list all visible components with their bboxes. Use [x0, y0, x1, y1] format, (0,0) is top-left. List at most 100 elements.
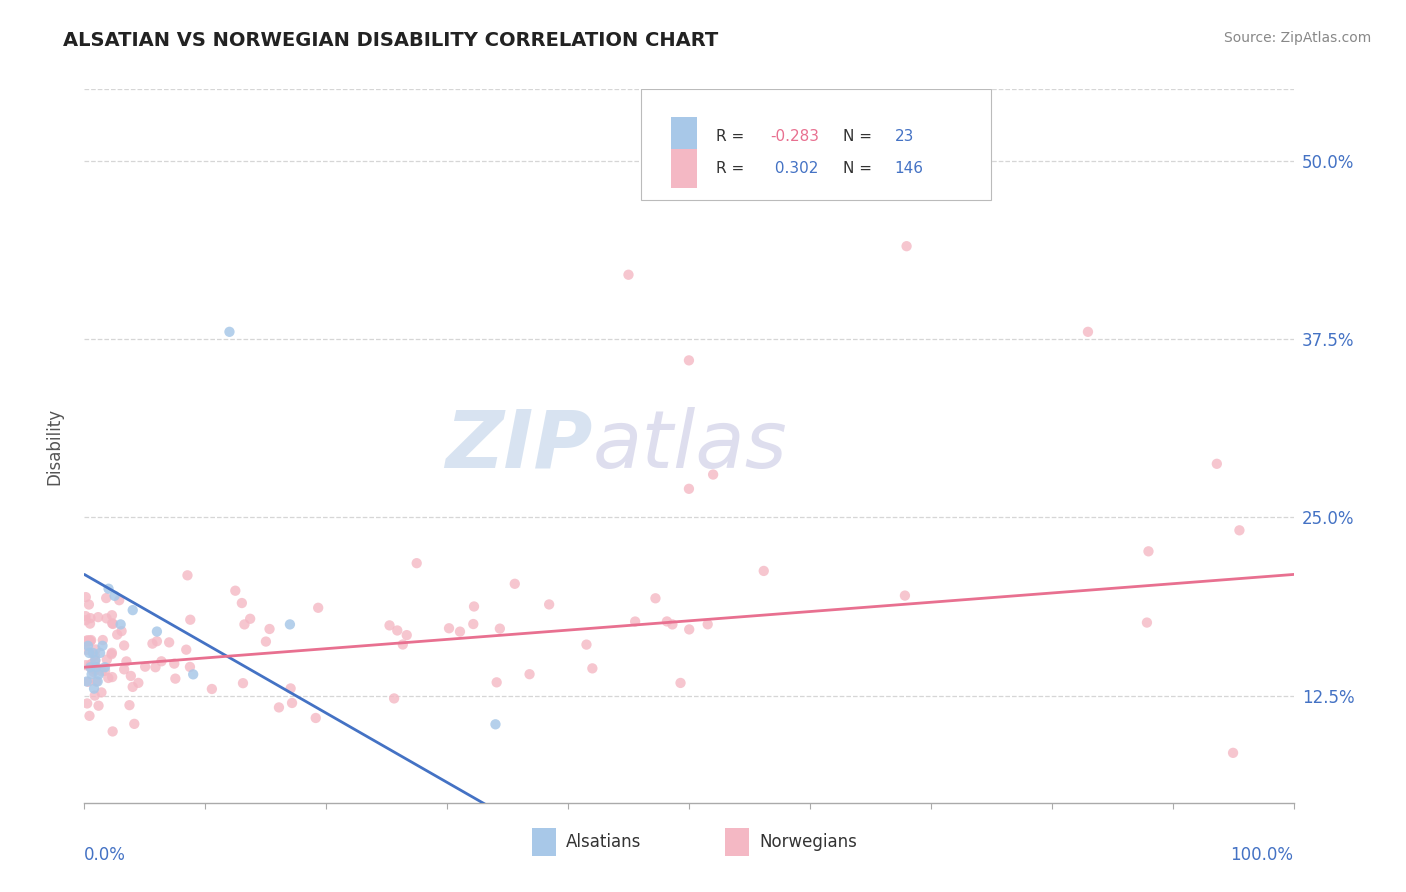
- Point: [84, 642, 107, 657]
- Point: [108, 593, 131, 607]
- Point: [484, 717, 506, 731]
- Point: [146, 634, 169, 648]
- Point: [76, 697, 98, 711]
- Text: 0.302: 0.302: [770, 161, 818, 176]
- Point: [581, 661, 603, 675]
- Point: [75, 643, 97, 657]
- Point: [91, 639, 114, 653]
- Point: [90, 685, 112, 699]
- Point: [305, 711, 328, 725]
- Point: [76, 633, 98, 648]
- Point: [112, 639, 135, 653]
- Point: [232, 676, 254, 690]
- Point: [82, 646, 104, 660]
- Text: Disability: Disability: [45, 408, 63, 484]
- Point: [101, 616, 124, 631]
- Point: [110, 617, 132, 632]
- Point: [181, 667, 204, 681]
- Point: [77, 639, 100, 653]
- Point: [101, 724, 124, 739]
- Point: [218, 325, 240, 339]
- Point: [79, 657, 101, 672]
- Text: 100.0%: 100.0%: [1230, 846, 1294, 863]
- Point: [655, 615, 678, 629]
- Point: [1222, 746, 1244, 760]
- Point: [76, 674, 98, 689]
- Point: [146, 624, 169, 639]
- Point: [124, 717, 146, 731]
- Point: [267, 700, 290, 714]
- Point: [80, 667, 103, 681]
- Point: [110, 624, 132, 639]
- Point: [661, 617, 683, 632]
- Point: [90, 665, 112, 679]
- Point: [80, 633, 103, 648]
- Point: [387, 624, 409, 638]
- Point: [239, 612, 262, 626]
- Point: [231, 596, 253, 610]
- Point: [163, 657, 186, 671]
- Point: [894, 589, 917, 603]
- Point: [101, 608, 124, 623]
- Text: atlas: atlas: [592, 407, 787, 485]
- Point: [134, 659, 156, 673]
- Point: [145, 660, 167, 674]
- Bar: [531, 829, 555, 855]
- Point: [382, 691, 405, 706]
- Point: [224, 583, 246, 598]
- Point: [112, 662, 135, 676]
- Point: [174, 642, 197, 657]
- Point: [437, 621, 460, 635]
- Text: 146: 146: [894, 161, 924, 176]
- Point: [84, 653, 107, 667]
- Point: [96, 652, 118, 666]
- Point: [150, 654, 173, 668]
- Point: [395, 628, 418, 642]
- FancyBboxPatch shape: [641, 89, 991, 200]
- Point: [405, 556, 427, 570]
- Text: R =: R =: [716, 161, 748, 176]
- Point: [157, 635, 180, 649]
- Text: 23: 23: [894, 129, 914, 145]
- Point: [463, 599, 485, 614]
- Point: [165, 672, 187, 686]
- Point: [104, 589, 127, 603]
- Point: [280, 681, 302, 696]
- Text: -0.283: -0.283: [770, 129, 818, 145]
- Point: [1229, 524, 1251, 538]
- Point: [669, 676, 692, 690]
- Point: [201, 681, 224, 696]
- Point: [94, 660, 117, 674]
- Point: [77, 646, 100, 660]
- Point: [121, 680, 143, 694]
- Point: [101, 646, 124, 660]
- Point: [127, 676, 149, 690]
- Text: ZIP: ZIP: [444, 407, 592, 485]
- Point: [86, 660, 108, 674]
- Point: [696, 617, 718, 632]
- Point: [101, 670, 124, 684]
- Point: [121, 603, 143, 617]
- Point: [278, 617, 301, 632]
- Point: [82, 665, 104, 679]
- Point: [678, 353, 700, 368]
- Point: [489, 622, 512, 636]
- Point: [233, 617, 256, 632]
- Bar: [671, 149, 697, 188]
- Point: [179, 613, 201, 627]
- Point: [87, 667, 110, 681]
- Point: [96, 611, 118, 625]
- Point: [105, 627, 128, 641]
- Point: [1205, 457, 1227, 471]
- Point: [83, 689, 105, 703]
- Point: [79, 660, 101, 674]
- Point: [77, 598, 100, 612]
- Point: [644, 591, 666, 606]
- Point: [96, 591, 118, 605]
- Bar: [671, 117, 697, 156]
- Point: [449, 624, 471, 639]
- Point: [254, 634, 277, 648]
- Point: [79, 709, 101, 723]
- Point: [307, 600, 329, 615]
- Bar: [725, 829, 749, 855]
